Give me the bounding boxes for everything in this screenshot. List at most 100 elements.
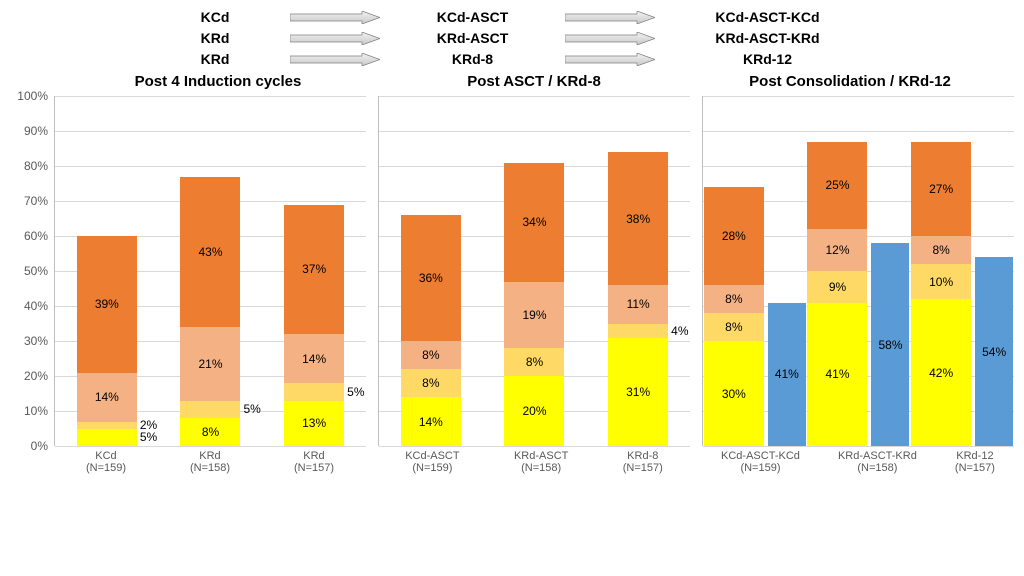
x-label: KRd-ASCT(N=158)	[514, 450, 568, 474]
segment-label: 8%	[725, 320, 742, 334]
x-label: KCd-ASCT(N=159)	[405, 450, 459, 474]
segment-cr: 8%	[401, 369, 461, 397]
gridline	[55, 446, 366, 447]
segment-label: 5%	[243, 402, 260, 416]
mrd-bar: 58%	[871, 243, 909, 446]
segment-label: 43%	[198, 245, 222, 259]
segment-scr: 14%	[401, 397, 461, 446]
stacked-bar: 20%8%19%34%	[504, 163, 564, 447]
panel-titles: Post 4 Induction cyclesPost ASCT / KRd-8…	[60, 73, 1008, 90]
segment-cr: 5%	[180, 401, 240, 419]
segment-cr: 10%	[911, 264, 971, 299]
x-label: KRd(N=158)	[190, 450, 230, 474]
segment-cr: 8%	[504, 348, 564, 376]
segment-label: 41%	[825, 367, 849, 381]
segment-uncr: 14%	[284, 334, 344, 383]
segment-label: 8%	[526, 355, 543, 369]
segment-label: 14%	[95, 390, 119, 404]
y-tick: 90%	[24, 124, 48, 138]
flow-label: KRd	[155, 30, 275, 46]
segment-scr: 31%	[608, 338, 668, 447]
bar-group: 41% 9% 12% 25% 58%	[807, 142, 909, 447]
mrd-bar: 41%	[768, 303, 806, 447]
panel: 14%8%8%36%20%8%19%34%31%4%11%38%KCd-ASCT…	[378, 96, 690, 496]
segment-label: 21%	[198, 357, 222, 371]
gridline	[379, 446, 690, 447]
segment-uncr: 12%	[807, 229, 867, 271]
segment-cr: 2%	[77, 422, 137, 429]
arrow-icon	[275, 30, 395, 46]
segment-vgpr: 34%	[504, 163, 564, 282]
bar-group: 30% 8% 8% 28% 41%	[704, 187, 806, 446]
segment-cr: 9%	[807, 271, 867, 303]
x-labels: KCd-ASCT-KCd(N=159)KRd-ASCT-KRd(N=158)KR…	[702, 450, 1014, 474]
segment-label: 41%	[775, 367, 799, 381]
stacked-bar: 42%10%8%27%	[911, 142, 971, 447]
segment-label: 30%	[722, 387, 746, 401]
flow-label: KRd-8	[395, 51, 550, 67]
segment-cr: 8%	[704, 313, 764, 341]
bar-group: 14% 8% 8% 36%	[401, 215, 461, 446]
segment-vgpr: 36%	[401, 215, 461, 341]
segment-label: 12%	[825, 243, 849, 257]
segment-cr: 5%	[284, 383, 344, 401]
segment-label: 28%	[722, 229, 746, 243]
bar-group: 13%5%14%37%	[284, 205, 344, 447]
flow-label: KRd-ASCT-KRd	[670, 30, 865, 46]
segment-label: 8%	[725, 292, 742, 306]
stacked-bar: 31%4%11%38%	[608, 152, 668, 446]
stacked-bar: 8% 5% 21% 43%	[180, 177, 240, 447]
segment-label: 14%	[302, 352, 326, 366]
stacked-bar: 30% 8% 8% 28%	[704, 187, 764, 446]
panels-container: 5%2%14%39%8%5%21%43%13%5%14%37%KCd(N=159…	[54, 96, 1014, 496]
segment-cr: 4%	[608, 324, 668, 338]
x-label: KRd(N=157)	[294, 450, 334, 474]
panel: 30%8%8%28%41%41%9%12%25%58%42%10%8%27%54…	[702, 96, 1014, 496]
segment-label: 8%	[422, 376, 439, 390]
flow-label: KRd	[155, 51, 275, 67]
segment-uncr: 8%	[401, 341, 461, 369]
flow-label: KCd	[155, 9, 275, 25]
segment-uncr: 14%	[77, 373, 137, 422]
segment-uncr: 11%	[608, 285, 668, 324]
chart-area: 0%10%20%30%40%50%60%70%80%90%100% 5%2%14…	[6, 96, 1014, 496]
segment-label: 39%	[95, 297, 119, 311]
segment-uncr: 21%	[180, 327, 240, 401]
bar-group: 5%2% 14% 39%	[77, 236, 137, 446]
segment-vgpr: 25%	[807, 142, 867, 230]
segment-label: 58%	[878, 338, 902, 352]
segment-scr: 13%	[284, 401, 344, 447]
y-tick: 10%	[24, 404, 48, 418]
segment-label: 11%	[627, 297, 650, 311]
arrow-icon	[550, 51, 670, 67]
y-tick: 50%	[24, 264, 48, 278]
segment-scr: 30%	[704, 341, 764, 446]
segment-label: 8%	[932, 243, 949, 257]
stacked-bar: 13%5%14%37%	[284, 205, 344, 447]
plot-area: 5%2%14%39%8%5%21%43%13%5%14%37%	[54, 96, 366, 446]
segment-label: 8%	[202, 425, 219, 439]
flow-label: KCd-ASCT-KCd	[670, 9, 865, 25]
segment-label: 42%	[929, 366, 953, 380]
y-tick: 80%	[24, 159, 48, 173]
x-labels: KCd-ASCT(N=159) KRd-ASCT(N=158) KRd-8(N=15…	[378, 450, 690, 474]
segment-vgpr: 39%	[77, 236, 137, 373]
bar-group: 8% 5% 21% 43%	[180, 177, 240, 447]
segment-label: 31%	[626, 385, 650, 399]
segment-scr: 5%	[77, 429, 137, 447]
y-tick: 100%	[17, 89, 48, 103]
segment-label: 2%	[140, 418, 157, 432]
segment-vgpr: 28%	[704, 187, 764, 285]
arrow-icon	[275, 51, 395, 67]
arrow-icon	[275, 9, 395, 25]
bars-row: 30%8%8%28%41%41%9%12%25%58%42%10%8%27%54…	[703, 96, 1014, 446]
segment-label: 8%	[422, 348, 439, 362]
arrow-icon	[550, 30, 670, 46]
panel-title: Post Consolidation / KRd-12	[692, 73, 1008, 90]
segment-label: 13%	[302, 416, 326, 430]
mrd-bar: 54%	[975, 257, 1013, 446]
y-tick: 30%	[24, 334, 48, 348]
x-label: KRd-8(N=157)	[623, 450, 663, 474]
bar-group: 31%4%11%38%	[608, 152, 668, 446]
segment-uncr: 8%	[704, 285, 764, 313]
